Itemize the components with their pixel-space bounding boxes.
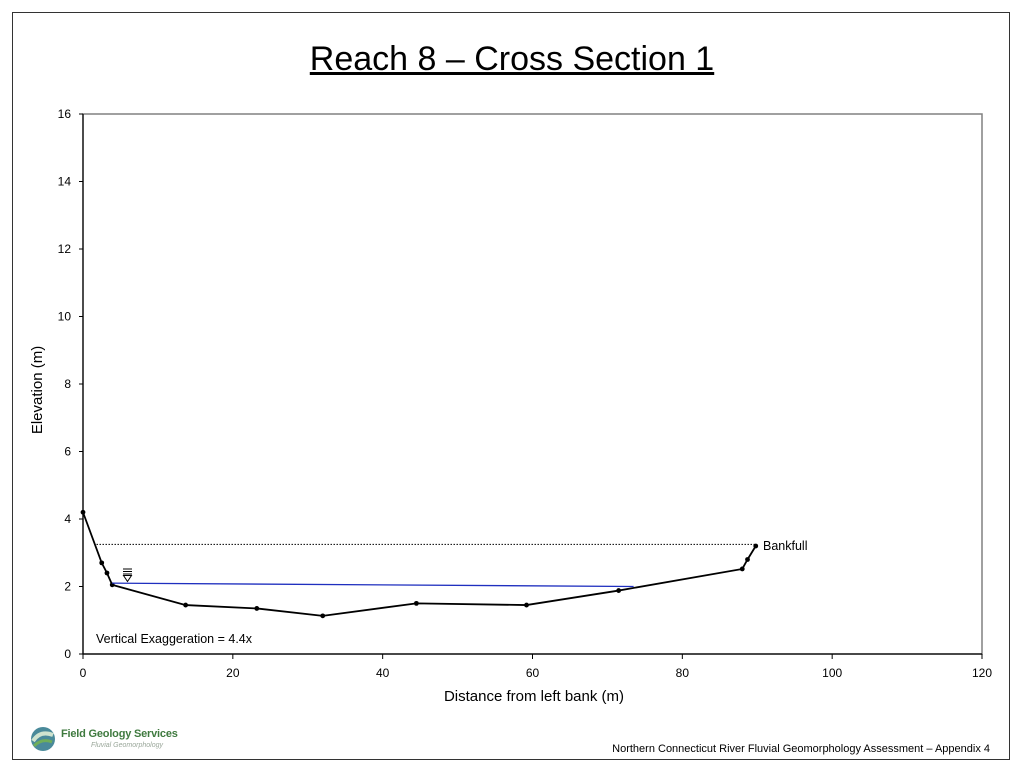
bankfull-label: Bankfull (763, 539, 807, 553)
footer-text: Northern Connecticut River Fluvial Geomo… (612, 743, 990, 755)
cross-section-point (524, 602, 529, 608)
cross-section-point (413, 600, 419, 606)
y-tick-label: 12 (58, 242, 72, 256)
y-axis-label: Elevation (m) (29, 346, 46, 434)
logo-mark-icon (31, 727, 55, 751)
cross-section-line (82, 511, 757, 617)
x-tick-label: 120 (972, 666, 992, 680)
x-tick-label: 20 (226, 666, 240, 680)
y-tick-label: 14 (58, 175, 72, 189)
water-surface-line (112, 582, 634, 588)
cross-section-point (739, 566, 745, 572)
cross-section-point (745, 557, 750, 562)
x-axis: 0 20 40 60 80 100 120 (80, 653, 992, 680)
cross-section-point (99, 560, 105, 566)
cross-section-point (616, 588, 622, 593)
x-tick-label: 40 (376, 666, 390, 680)
cross-section-point (320, 613, 326, 619)
field-geology-logo: Field Geology Services Fluvial Geomorpho… (28, 724, 178, 756)
series-layer (80, 509, 759, 619)
x-tick-label: 60 (526, 666, 540, 680)
cross-section-point (104, 570, 110, 576)
x-tick-label: 0 (80, 666, 87, 680)
exaggeration-label: Vertical Exaggeration = 4.4x (96, 632, 253, 646)
slide-frame (12, 12, 1010, 760)
x-axis-label: Distance from left bank (m) (444, 688, 624, 705)
logo-tagline: Fluvial Geomorphology (91, 742, 163, 749)
y-tick-label: 16 (58, 107, 72, 121)
logo-name: Field Geology Services (61, 728, 178, 740)
x-tick-label: 80 (676, 666, 690, 680)
y-tick-label: 6 (64, 445, 71, 459)
y-tick-label: 8 (64, 377, 71, 391)
y-tick-label: 0 (64, 647, 71, 661)
page-title: Reach 8 – Cross Section 1 (309, 40, 715, 78)
plot-area (82, 113, 983, 655)
y-tick-label: 10 (58, 310, 72, 324)
y-tick-label: 2 (64, 580, 71, 594)
water-surface-icon (122, 568, 133, 583)
cross-section-point (183, 602, 189, 608)
y-tick-label: 4 (64, 512, 71, 526)
y-axis: 0 2 4 6 8 10 12 14 16 (58, 107, 84, 661)
cross-section-point (80, 509, 86, 515)
cross-section-point (254, 606, 260, 611)
x-tick-label: 100 (822, 666, 842, 680)
